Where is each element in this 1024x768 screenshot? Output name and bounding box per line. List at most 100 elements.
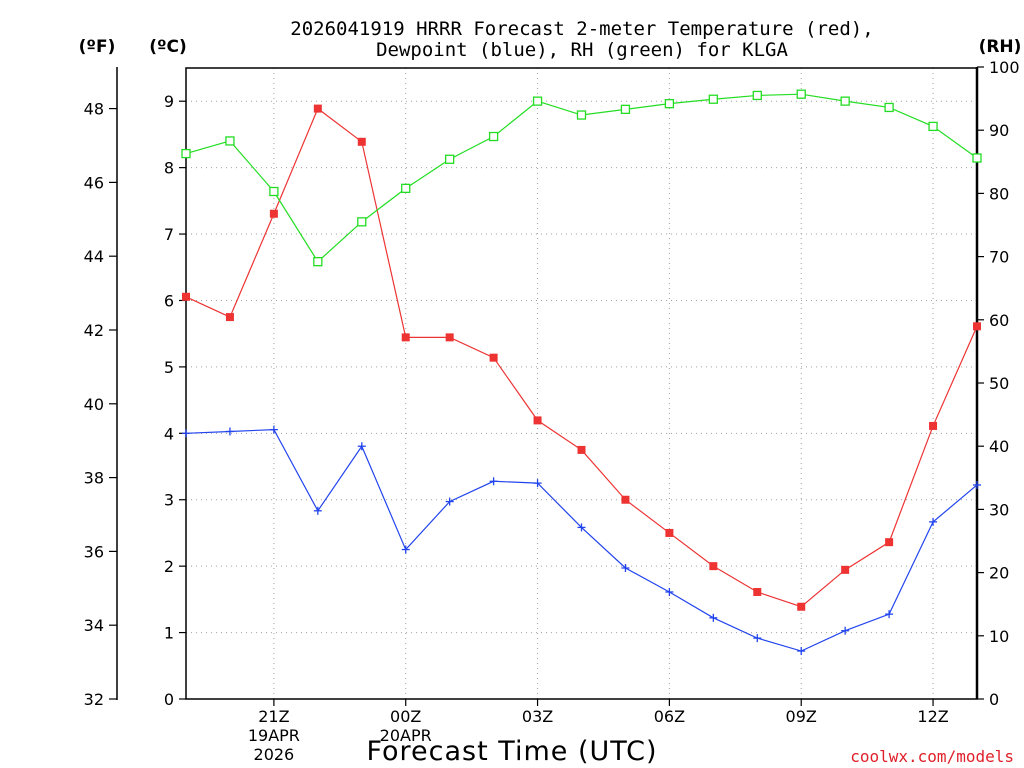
f-tick-label: 40 xyxy=(84,395,104,414)
temperature-point xyxy=(929,421,938,430)
dewpoint-point xyxy=(357,442,366,451)
dewpoint-point xyxy=(313,506,322,515)
chart-title-line1: 2026041919 HRRR Forecast 2-meter Tempera… xyxy=(290,18,873,40)
temperature-point xyxy=(225,313,234,322)
ticks-layer: 4846444240383634329876543210100908070605… xyxy=(84,58,1020,764)
temperature-point xyxy=(621,495,630,504)
temperature-point xyxy=(797,602,806,611)
temperature-point xyxy=(665,528,674,537)
dewpoint-point xyxy=(885,610,894,619)
chart-title-line2: Dewpoint (blue), RH (green) for KLGA xyxy=(376,39,788,61)
temperature-point xyxy=(489,353,498,362)
c-tick-label: 8 xyxy=(164,159,174,178)
temperature-point xyxy=(577,445,586,454)
c-tick-label: 7 xyxy=(164,225,174,244)
rh-point xyxy=(972,153,982,163)
dewpoint-point xyxy=(709,613,718,622)
rh-point xyxy=(313,257,323,267)
unit-label-celsius: (ºC) xyxy=(149,37,187,57)
x-tick-year: 2026 xyxy=(254,745,295,764)
f-tick-label: 48 xyxy=(84,100,104,119)
dewpoint-point xyxy=(841,626,850,635)
temperature-point xyxy=(445,333,454,342)
dewpoint-point xyxy=(665,587,674,596)
rh-tick-label: 60 xyxy=(989,311,1009,330)
x-tick-label: 00Z xyxy=(390,707,421,726)
rh-point xyxy=(928,121,938,132)
rh-point xyxy=(884,102,894,113)
axes-layer xyxy=(116,67,979,700)
temperature-point xyxy=(841,565,850,574)
rh-point xyxy=(576,110,587,120)
f-tick-label: 36 xyxy=(84,542,104,561)
grid-layer xyxy=(186,68,977,700)
unit-label-rh: (RH) xyxy=(979,37,1022,57)
series-layer xyxy=(181,89,982,656)
dewpoint-point xyxy=(401,545,410,554)
f-tick-label: 34 xyxy=(84,616,104,635)
dewpoint-point xyxy=(929,517,938,526)
temperature-point xyxy=(401,333,410,342)
c-tick-label: 2 xyxy=(164,557,174,576)
rh-point xyxy=(708,94,718,104)
watermark: coolwx.com/models xyxy=(850,747,1014,766)
temperature-point xyxy=(533,416,542,425)
f-tick-label: 32 xyxy=(84,690,104,709)
c-tick-label: 4 xyxy=(164,424,174,443)
rh-point xyxy=(357,217,367,227)
rh-point xyxy=(181,148,191,159)
rh-point xyxy=(225,136,235,146)
dewpoint-line xyxy=(185,429,978,652)
temperature-point xyxy=(973,322,981,331)
rh-tick-label: 20 xyxy=(989,564,1009,583)
dewpoint-point xyxy=(753,634,762,643)
c-tick-label: 5 xyxy=(164,358,174,377)
c-tick-label: 3 xyxy=(164,491,174,510)
rh-point xyxy=(445,154,455,164)
c-tick-label: 1 xyxy=(164,624,174,643)
dewpoint-point xyxy=(182,429,190,438)
c-tick-label: 0 xyxy=(164,690,174,709)
rh-tick-label: 90 xyxy=(989,121,1009,140)
temperature-point xyxy=(313,104,322,113)
dewpoint-point xyxy=(489,477,498,486)
f-tick-label: 42 xyxy=(84,321,104,340)
f-tick-label: 38 xyxy=(84,469,104,488)
unit-label-fahrenheit: (ºF) xyxy=(79,37,116,57)
rh-tick-label: 50 xyxy=(989,374,1009,393)
dewpoint-point xyxy=(269,425,278,434)
x-axis-title: Forecast Time (UTC) xyxy=(366,736,657,767)
rh-tick-label: 80 xyxy=(989,184,1009,203)
x-tick-date: 20APR xyxy=(380,726,432,745)
rh-point xyxy=(664,99,675,109)
rh-point xyxy=(620,104,631,114)
dewpoint-point xyxy=(225,427,234,436)
dewpoint-point xyxy=(533,479,542,488)
x-tick-label: 12Z xyxy=(917,707,948,726)
temperature-point xyxy=(269,209,278,218)
rh-point xyxy=(401,183,411,193)
x-tick-label: 06Z xyxy=(654,707,685,726)
temperature-point xyxy=(357,137,366,146)
rh-point xyxy=(532,96,543,106)
dewpoint-point xyxy=(797,647,806,656)
temperature-line xyxy=(185,107,978,608)
rh-tick-label: 30 xyxy=(989,500,1009,519)
rh-tick-label: 70 xyxy=(989,248,1009,267)
f-tick-label: 46 xyxy=(84,173,104,192)
rh-tick-label: 100 xyxy=(989,58,1020,77)
temperature-point xyxy=(753,587,762,596)
c-tick-label: 9 xyxy=(164,92,174,111)
dewpoint-point xyxy=(621,564,630,573)
x-tick-date: 19APR xyxy=(248,726,300,745)
x-tick-label: 21Z xyxy=(258,707,289,726)
temperature-point xyxy=(709,562,718,571)
dewpoint-point xyxy=(445,497,454,506)
temperature-point xyxy=(182,292,190,301)
rh-point xyxy=(840,96,850,106)
dewpoint-point xyxy=(973,480,981,489)
dewpoint-point xyxy=(577,523,586,532)
rh-tick-label: 10 xyxy=(989,627,1009,646)
f-tick-label: 44 xyxy=(84,247,104,266)
